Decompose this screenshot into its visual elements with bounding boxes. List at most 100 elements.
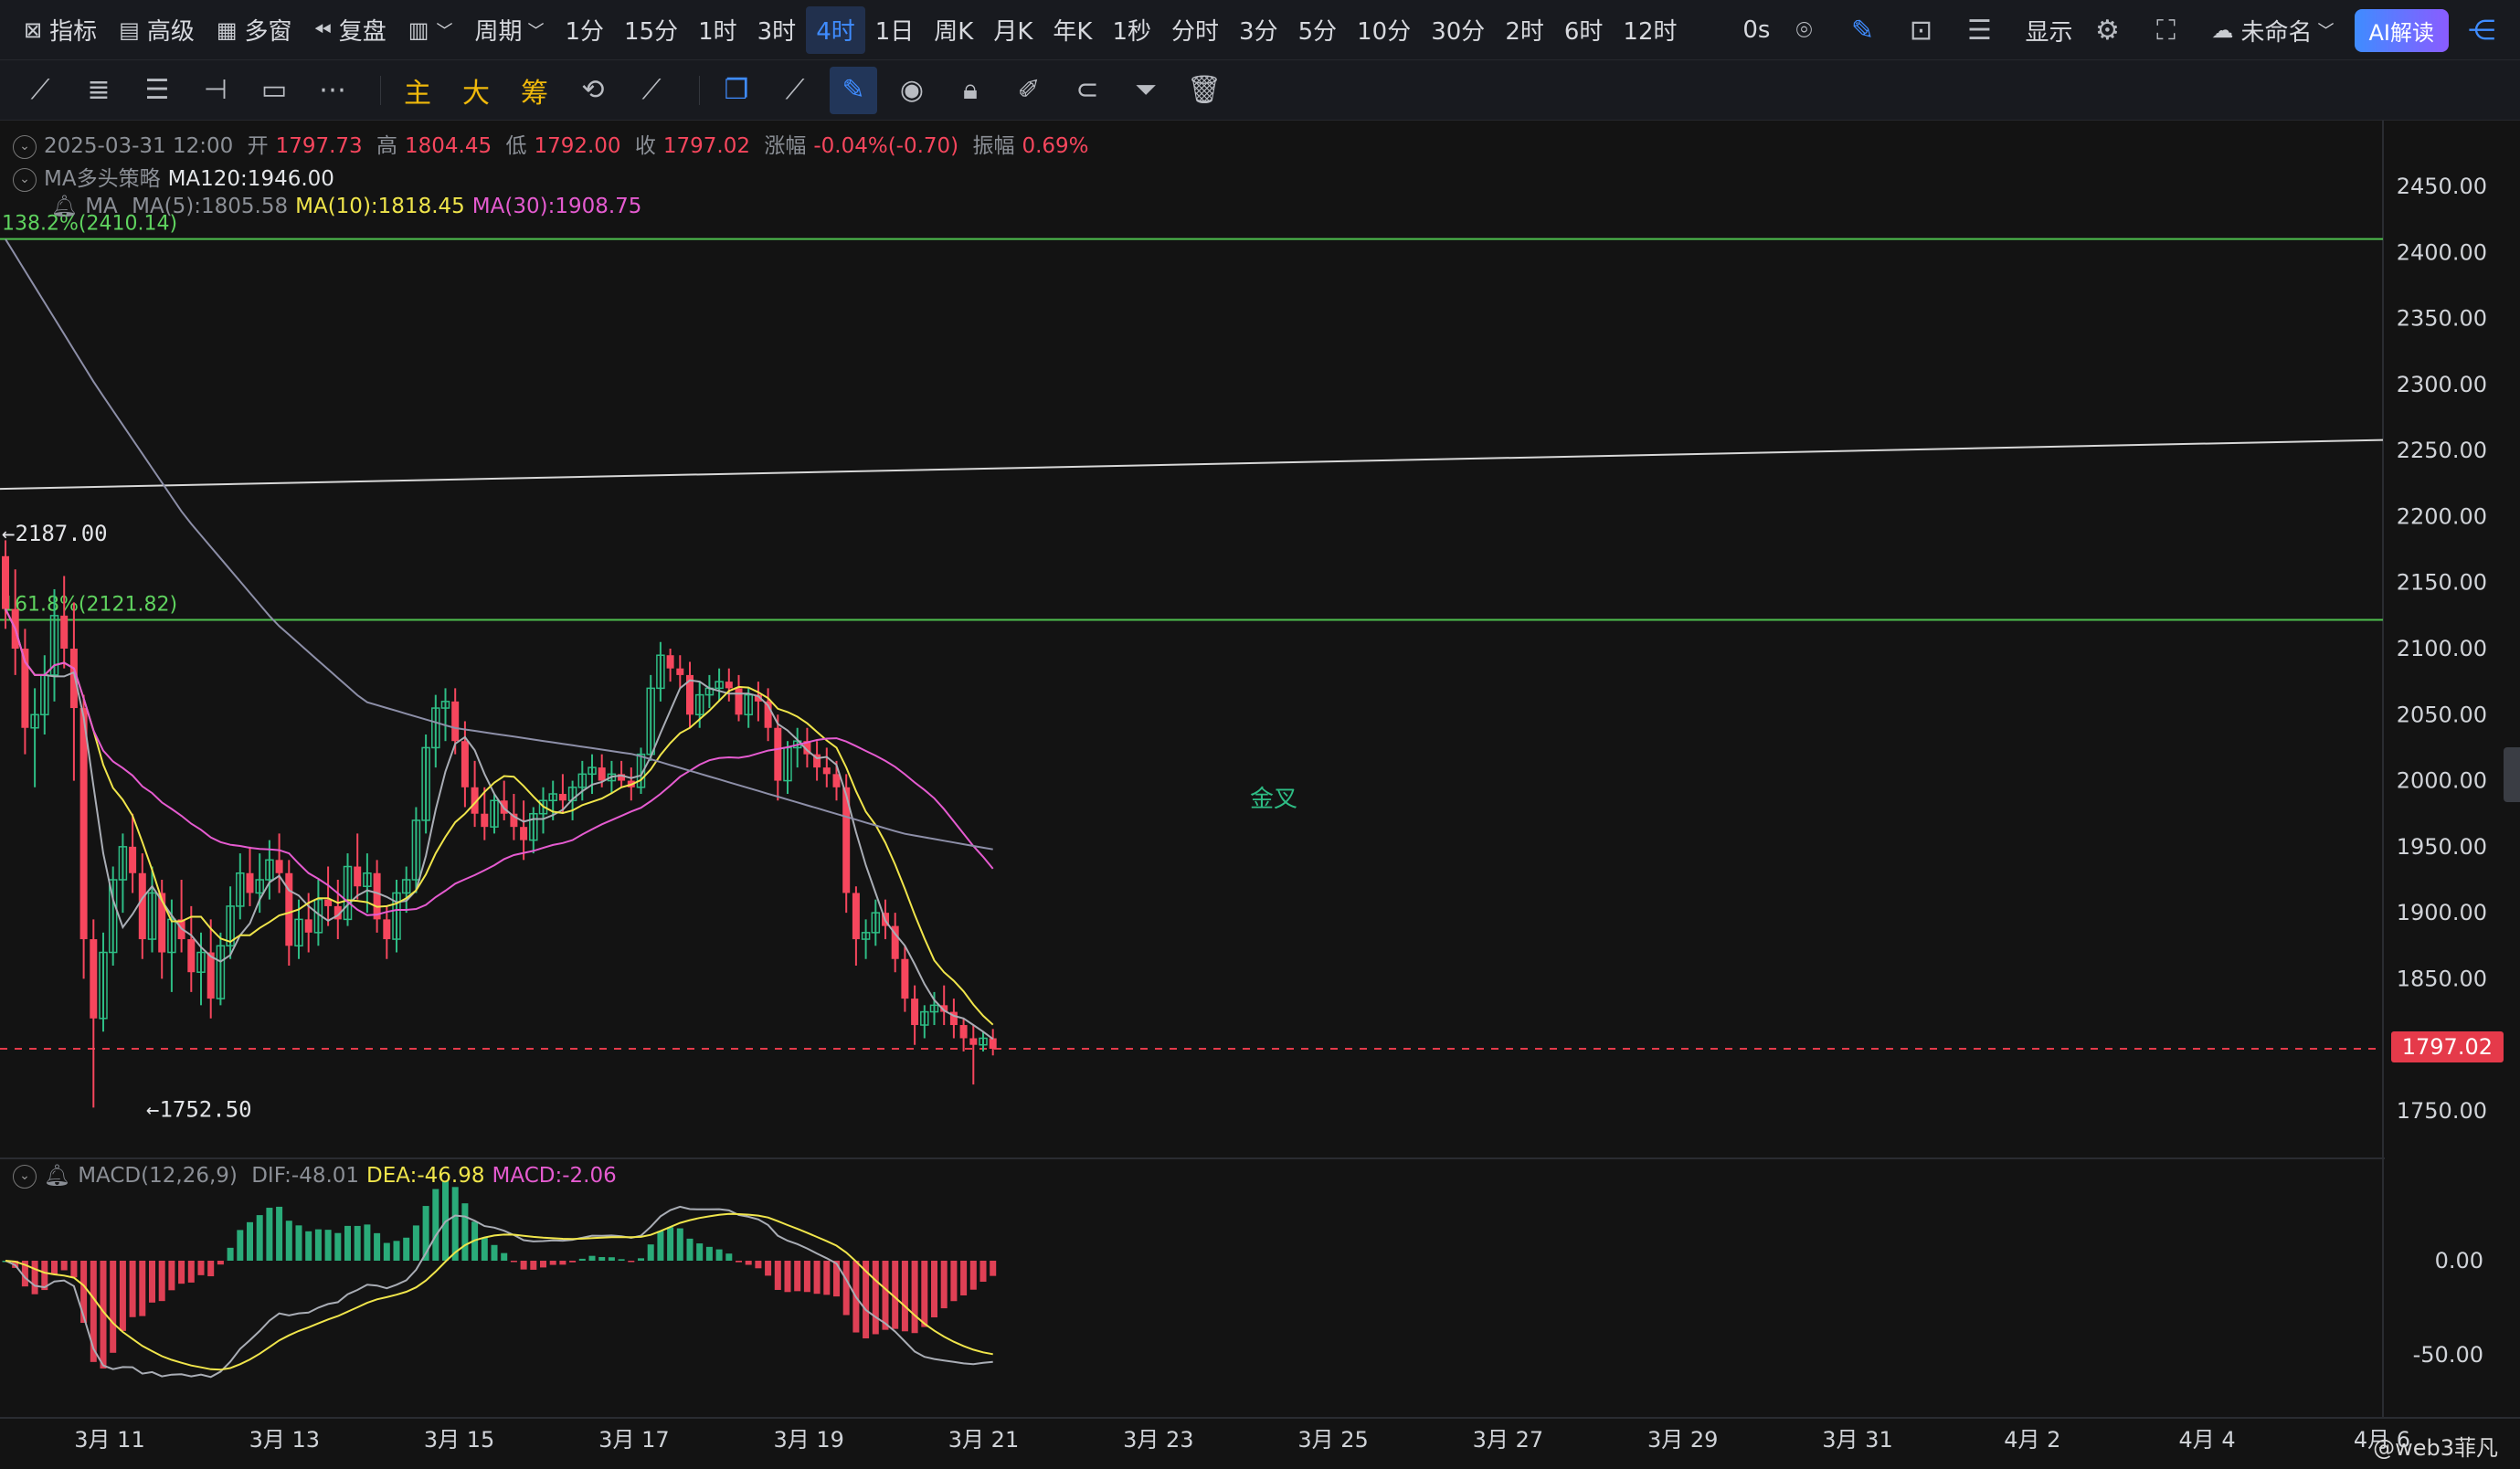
x-tick-label: 4月 2 [2004, 1427, 2060, 1453]
ruler-icon[interactable]: ⟋ [785, 74, 805, 106]
period-tab[interactable]: 4时 [806, 5, 865, 54]
trash-icon[interactable]: 🗑︎ [1186, 74, 1223, 106]
macd-bar [696, 1243, 704, 1261]
macd-bar [892, 1261, 899, 1329]
copy-icon[interactable]: ❐ [724, 74, 749, 106]
period-tab[interactable]: 1秒 [1112, 18, 1152, 46]
period-tab[interactable]: 5分 [1297, 18, 1338, 46]
period-dropdown[interactable]: 周期 ﹀ [474, 18, 545, 46]
period-tab[interactable]: 3分 [1239, 18, 1278, 46]
candle-body [744, 693, 753, 716]
period-tab[interactable]: 10分 [1357, 18, 1412, 46]
period-tab[interactable]: 年K [1053, 18, 1093, 46]
sync-icon[interactable]: ⟲ [581, 74, 605, 106]
more-tools-icon[interactable]: ⋯ [319, 74, 346, 106]
list-icon[interactable]: ☰ [1967, 14, 1992, 47]
countdown: 0s [1742, 16, 1771, 44]
period-tab[interactable]: 3时 [757, 18, 797, 46]
candle-body [774, 727, 782, 781]
candle-body [577, 773, 588, 788]
big-order-tool[interactable]: 大 [462, 77, 490, 110]
candle-body [461, 741, 469, 787]
macd-bar [510, 1261, 517, 1263]
collapse-icon[interactable]: ⌄ [13, 1164, 37, 1189]
camera-icon[interactable]: ⌾ [1795, 14, 1813, 47]
cloud-icon: ☁ [2211, 17, 2234, 43]
trend-line [0, 439, 2384, 491]
horizontal-ray-icon[interactable]: ⊣ [203, 74, 228, 106]
macd-bar [31, 1261, 38, 1295]
period-tab[interactable]: 2时 [1505, 18, 1544, 46]
macd-bar [403, 1237, 410, 1261]
period-tab[interactable]: 1日 [874, 18, 915, 46]
macd-bar [21, 1261, 28, 1287]
macd-bar [178, 1261, 185, 1284]
macd-bar [667, 1227, 674, 1261]
fullscreen-icon[interactable]: ⛶ [2155, 14, 2176, 47]
edit-icon[interactable]: ✐ [1017, 74, 1041, 106]
brush-icon[interactable]: ⟋ [641, 74, 662, 106]
toolbar-2-button[interactable]: ▤ 高级 [119, 16, 195, 47]
macd-bar [364, 1224, 371, 1261]
macd-bar [969, 1261, 977, 1290]
y-tick-label: 2200.00 [2397, 503, 2487, 529]
period-tab[interactable]: 周K [934, 18, 974, 46]
watermark: @web3菲凡 [2373, 1435, 2498, 1461]
bell-icon: 🔔︎ [44, 1164, 71, 1188]
settings-icon[interactable]: ⚙ [2095, 14, 2120, 47]
main-chart-tool[interactable]: 主 [404, 77, 431, 110]
macd-bar [745, 1261, 752, 1265]
draw-mode-icon[interactable]: ✎ [830, 66, 877, 114]
share-icon[interactable]: ⋲ [2468, 14, 2495, 47]
toolbar-3-button[interactable]: ▦ 多窗 [216, 16, 292, 47]
candle-body [871, 912, 881, 934]
y-tick-label: 2100.00 [2397, 636, 2487, 661]
candle-body [246, 872, 254, 893]
parallel-lines-icon[interactable]: ≣ [87, 74, 111, 106]
rectangle-icon[interactable]: ▭ [260, 74, 288, 106]
collapse-icon[interactable]: ⌄ [13, 167, 37, 192]
pen-icon[interactable]: ✎ [1850, 14, 1875, 47]
display-button[interactable]: 显示 [2025, 18, 2073, 47]
x-tick-label: 4月 6 [2354, 1427, 2410, 1453]
toolbar-1-button[interactable]: ⊠ 指标 [24, 16, 98, 47]
candle-body [686, 674, 694, 715]
toolbar-4-button[interactable]: ⏪︎ 复盘 [313, 16, 386, 47]
crop-icon[interactable]: ⊡ [1909, 14, 1933, 47]
panel-resize-handle[interactable] [2504, 747, 2520, 802]
candle-body [158, 893, 166, 953]
ai-interpret-button[interactable]: AI解读 [2354, 8, 2449, 52]
macd-bar [285, 1221, 292, 1261]
magnet-icon[interactable]: ⊂ [1075, 74, 1099, 106]
macd-bar [149, 1261, 155, 1303]
price-chart[interactable]: 138.2%(2410.14) 161.8%(2121.82) 1750.00 18… [0, 121, 2520, 1469]
macd-bar [842, 1261, 850, 1316]
candle-body [764, 701, 772, 728]
period-tab[interactable]: 1分 [565, 18, 604, 46]
period-tab[interactable]: 1时 [698, 18, 737, 46]
horizontal-lines-icon[interactable]: ☰ [144, 74, 170, 106]
layout-dropdown[interactable]: ☁ 未命名 ﹀ [2211, 17, 2335, 47]
period-tab[interactable]: 15分 [624, 18, 679, 46]
fib-levels: 138.2%(2410.14) 161.8%(2121.82) [0, 213, 2384, 1051]
period-tab[interactable]: 12时 [1623, 18, 1678, 46]
macd-bar [803, 1261, 810, 1293]
filter-icon[interactable]: ⏷ [1135, 74, 1157, 106]
line-tool-icon[interactable]: ⟋ [30, 74, 50, 106]
candle-body [822, 767, 831, 775]
macd-bar [578, 1258, 586, 1261]
period-tab[interactable]: 分时 [1171, 18, 1220, 46]
lock-icon[interactable]: 🔒︎ [963, 74, 978, 106]
period-tab[interactable]: 30分 [1431, 18, 1486, 46]
candles [2, 540, 997, 1108]
period-tab[interactable]: 6时 [1563, 18, 1604, 46]
period-tab[interactable]: 月K [993, 18, 1033, 46]
chip-tool[interactable]: 筹 [521, 77, 548, 110]
eye-icon[interactable]: ◉ [899, 74, 925, 106]
collapse-icon[interactable]: ⌄ [13, 134, 37, 159]
x-tick-label: 3月 21 [948, 1427, 1019, 1453]
chart-type-button[interactable]: ▥ ﹀ [397, 6, 464, 54]
macd-bar [628, 1261, 635, 1263]
fib-label: 161.8%(2121.82) [2, 593, 177, 616]
macd-bar [70, 1261, 78, 1278]
